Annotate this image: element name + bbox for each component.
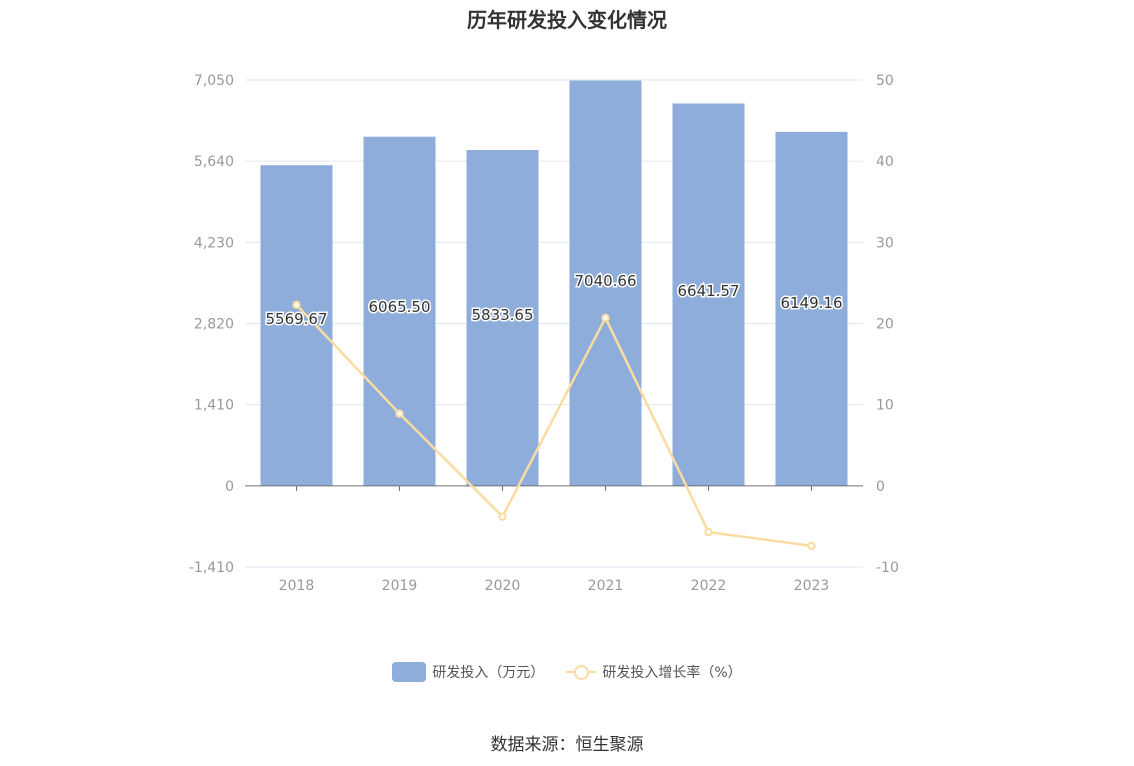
- growth-point: [807, 541, 816, 551]
- growth-point: [601, 313, 610, 323]
- x-tick-label: 2018: [279, 578, 315, 594]
- legend-label-growth-rate: 研发投入增长率（%）: [602, 665, 742, 681]
- y-right-tick-label: 20: [876, 317, 894, 333]
- y-right-tick-label: 50: [876, 73, 894, 89]
- bar: [672, 103, 745, 486]
- growth-line: [295, 303, 812, 548]
- y-left-tick-label: 7,050: [194, 73, 234, 89]
- x-tick-label: 2020: [485, 578, 521, 594]
- y-right-tick-label: 0: [876, 479, 885, 495]
- legend-item-growth-rate[interactable]: 研发投入增长率（%）: [566, 662, 742, 682]
- y-left-tick-label: 4,230: [194, 235, 234, 251]
- legend-label-rd-investment: 研发投入（万元）: [432, 665, 545, 681]
- bar-data-label: 6149.16: [780, 294, 842, 312]
- growth-point: [704, 527, 713, 537]
- y-right-tick-label: -10: [876, 560, 899, 576]
- source-note: 数据来源：恒生聚源: [490, 735, 644, 755]
- y-left-tick-label: 5,640: [194, 154, 234, 170]
- y-left-tick-label: 1,410: [194, 398, 234, 414]
- legend-bar-swatch: [392, 662, 427, 682]
- y-right-tick-label: 40: [876, 154, 894, 170]
- bar: [466, 150, 539, 486]
- bar-data-label: 6065.50: [368, 298, 430, 316]
- y-left-tick-label: -1,410: [189, 560, 234, 576]
- growth-point: [498, 512, 507, 521]
- legend: 研发投入（万元） 研发投入增长率（%）: [0, 662, 1134, 682]
- growth-point: [395, 409, 404, 418]
- legend-item-rd-investment[interactable]: 研发投入（万元）: [392, 662, 544, 682]
- growth-point: [292, 300, 301, 310]
- x-tick-label: 2022: [691, 578, 727, 594]
- bar: [775, 131, 848, 486]
- x-tick-label: 2019: [382, 578, 418, 594]
- y-right-tick-label: 10: [876, 398, 894, 414]
- x-tick-label: 2021: [588, 578, 624, 594]
- y-left-tick-label: 0: [225, 479, 234, 495]
- bar: [363, 136, 436, 486]
- bar-data-label: 5833.65: [471, 306, 533, 324]
- bar-data-label: 5569.67: [265, 310, 327, 328]
- y-left-tick-label: 2,820: [194, 317, 234, 333]
- chart-title: 历年研发投入变化情况: [467, 8, 667, 32]
- y-right-tick-label: 30: [876, 235, 894, 251]
- bar: [569, 80, 642, 486]
- bar-data-label: 6641.57: [677, 282, 739, 300]
- bar-data-label: 7040.66: [574, 272, 636, 290]
- x-tick-label: 2023: [794, 578, 830, 594]
- legend-line-swatch: [566, 662, 597, 682]
- bar: [260, 165, 333, 486]
